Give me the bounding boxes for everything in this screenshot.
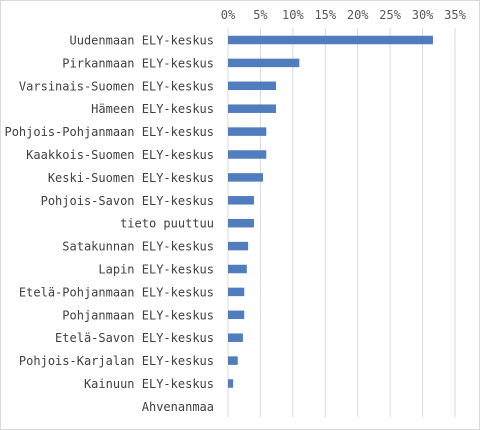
bar — [228, 310, 245, 320]
category-label: Pirkanmaan ELY-keskus — [62, 56, 214, 70]
x-tick-label: 35% — [444, 8, 466, 22]
category-label: Varsinais-Suomen ELY-keskus — [19, 79, 214, 93]
bar — [228, 287, 245, 297]
category-label: Kainuun ELY-keskus — [84, 377, 214, 391]
bar — [228, 35, 433, 45]
category-label: Pohjois-Pohjanmaan ELY-keskus — [4, 125, 214, 139]
bar — [228, 104, 276, 113]
bar — [228, 196, 254, 205]
bars — [228, 35, 433, 388]
x-tick-label: 15% — [314, 8, 336, 22]
category-label: Pohjois-Karjalan ELY-keskus — [19, 354, 214, 368]
category-label: Ahvenanmaa — [142, 400, 214, 414]
category-labels: Uudenmaan ELY-keskus Pirkanmaan ELY-kesku… — [4, 34, 214, 414]
bar — [228, 264, 247, 274]
x-tick-label: 5% — [253, 8, 268, 22]
bar — [228, 173, 264, 182]
bar — [228, 81, 276, 91]
x-axis-ticks: 0% 5% 10% 15% 20% 25% 30% 35% — [221, 8, 467, 22]
category-label: Etelä-Savon ELY-keskus — [55, 331, 214, 345]
bar — [228, 218, 254, 228]
bar — [228, 241, 249, 251]
category-label: Uudenmaan ELY-keskus — [70, 34, 215, 48]
x-tick-label: 20% — [347, 8, 369, 22]
category-label: Pohjois-Savon ELY-keskus — [41, 194, 214, 208]
bar — [228, 333, 243, 342]
x-tick-label: 30% — [412, 8, 434, 22]
category-label: Lapin ELY-keskus — [98, 263, 214, 277]
category-label: Hämeen ELY-keskus — [91, 102, 214, 116]
category-label: tieto puuttuu — [120, 217, 214, 231]
x-tick-label: 10% — [282, 8, 304, 22]
category-label: Kaakkois-Suomen ELY-keskus — [26, 148, 214, 162]
category-label: Satakunnan ELY-keskus — [62, 240, 214, 254]
bar — [228, 58, 300, 68]
category-label: Keski-Suomen ELY-keskus — [48, 171, 214, 185]
bar — [228, 127, 267, 136]
bar — [228, 356, 238, 365]
category-label: Pohjanmaan ELY-keskus — [62, 308, 214, 322]
gridlines — [227, 28, 456, 417]
bar — [228, 379, 234, 388]
x-tick-label: 0% — [221, 8, 236, 22]
bar — [228, 150, 267, 159]
category-label: Etelä-Pohjanmaan ELY-keskus — [19, 285, 214, 299]
x-tick-label: 25% — [379, 8, 401, 22]
